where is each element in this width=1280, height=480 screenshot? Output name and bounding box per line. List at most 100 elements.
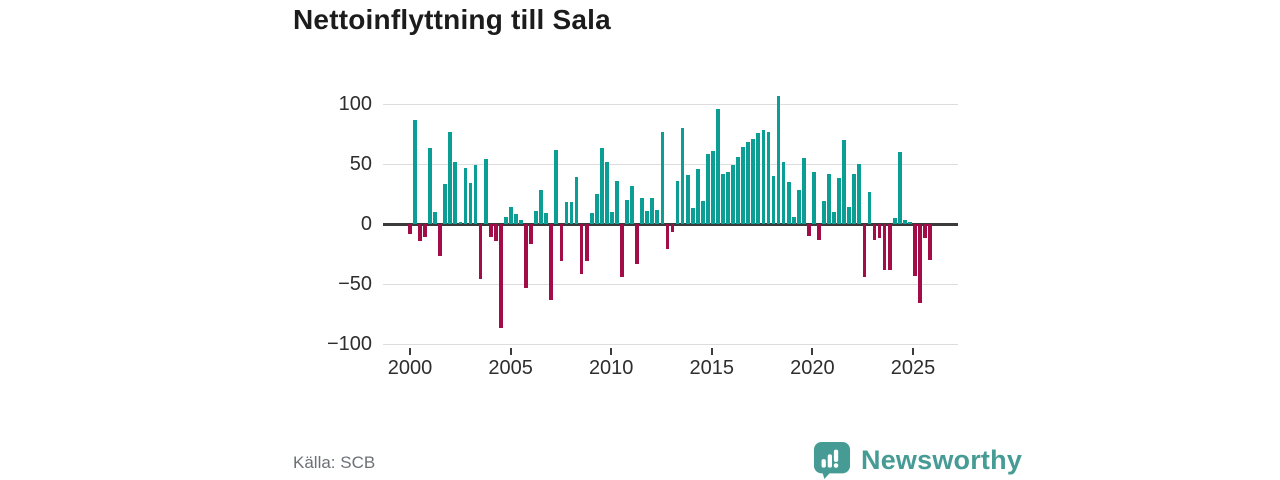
bar-positive [711,150,715,224]
bar-positive [660,131,665,224]
bar-positive [741,147,746,224]
newsworthy-logo[interactable]: Newsworthy [813,441,1022,480]
bar-positive [483,159,488,224]
bar-positive [473,165,478,224]
bar-positive [801,158,806,224]
bar-positive [695,168,700,224]
bar-positive [827,173,831,224]
bar-positive [655,209,660,224]
bar-positive [746,142,751,224]
bar-positive [604,161,609,224]
bar-negative [882,224,887,270]
bar-negative [418,224,422,241]
bar-negative [670,224,675,233]
bar-positive [796,190,801,224]
bar-positive [675,180,680,224]
bar-positive [534,210,539,224]
bar-positive [690,208,695,224]
bar-positive [847,207,852,224]
bar-positive [615,180,619,224]
x-axis-tick-label: 2000 [387,357,433,379]
x-axis-tick [409,348,411,355]
bar-positive [771,176,776,224]
bar-negative [423,224,427,238]
bar-positive [468,183,473,224]
y-axis-tick-label: −100 [326,333,372,355]
bar-positive [680,128,685,224]
bar-positive [766,131,771,224]
bar-positive [514,214,518,224]
bar-negative [408,224,412,234]
bar-positive [428,148,432,224]
bar-negative [887,224,892,270]
source-note: Källa: SCB [293,453,376,472]
bar-positive [503,216,508,224]
bar-negative [913,224,917,276]
newsworthy-bar-chart-bubble-icon [813,441,851,480]
bar-positive [822,201,826,224]
bar-negative [438,224,443,257]
x-axis-tick [912,348,914,355]
bar-positive [897,152,902,224]
x-axis-tick-label: 2010 [588,357,634,379]
bar-positive [852,173,857,224]
bar-positive [463,167,468,224]
bar-positive [554,149,559,224]
bar-negative [877,224,882,239]
bar-positive [650,197,655,224]
bar-negative [806,224,811,236]
bar-positive [569,202,574,224]
bar-positive [812,172,816,224]
bar-positive [902,220,907,224]
bar-negative [584,224,589,262]
bar-negative [923,224,927,239]
bar-negative [549,224,554,300]
bar-positive [756,132,761,224]
bar-positive [700,201,705,224]
bar-positive [610,212,614,224]
gridline [383,284,958,285]
chart-title: Nettoinflyttning till Sala [293,4,611,35]
y-axis-tick-label: 100 [338,93,372,115]
x-axis-tick [710,348,713,355]
bar-positive [842,140,847,224]
bar-positive [786,182,791,224]
x-axis-tick [610,348,613,355]
bar-positive [589,213,594,224]
bar-positive [509,207,513,224]
bar-positive [443,184,448,224]
bar-positive [544,213,549,224]
bar-positive [625,200,629,224]
y-axis-tick-label: −50 [338,273,372,295]
newsworthy-wordmark: Newsworthy [861,445,1023,475]
bar-negative [635,224,640,264]
bar-positive [857,164,862,224]
gridline [383,164,958,165]
y-axis-tick-label: 0 [360,213,372,235]
x-axis-tick-label: 2025 [890,357,936,379]
bar-negative [928,224,932,260]
bar-negative [620,224,624,277]
bar-negative [478,224,483,280]
bar-positive [892,218,897,224]
x-axis-tick-label: 2015 [689,357,735,379]
bar-negative [493,224,498,241]
bar-negative [665,224,670,250]
bar-positive [731,165,735,224]
bar-positive [685,174,690,224]
y-axis-tick-label: 50 [349,153,372,175]
bar-positive [751,138,756,224]
bar-positive [781,161,786,224]
bar-positive [448,131,453,224]
bar-negative [872,224,877,240]
bar-positive [791,216,796,224]
bar-positive [867,191,872,224]
x-axis-tick [811,348,814,355]
bar-positive [458,221,463,224]
bar-positive [640,197,645,224]
bar-positive [564,202,569,224]
bar-negative [559,224,564,262]
bar-positive [519,220,523,224]
bar-positive [433,212,438,224]
